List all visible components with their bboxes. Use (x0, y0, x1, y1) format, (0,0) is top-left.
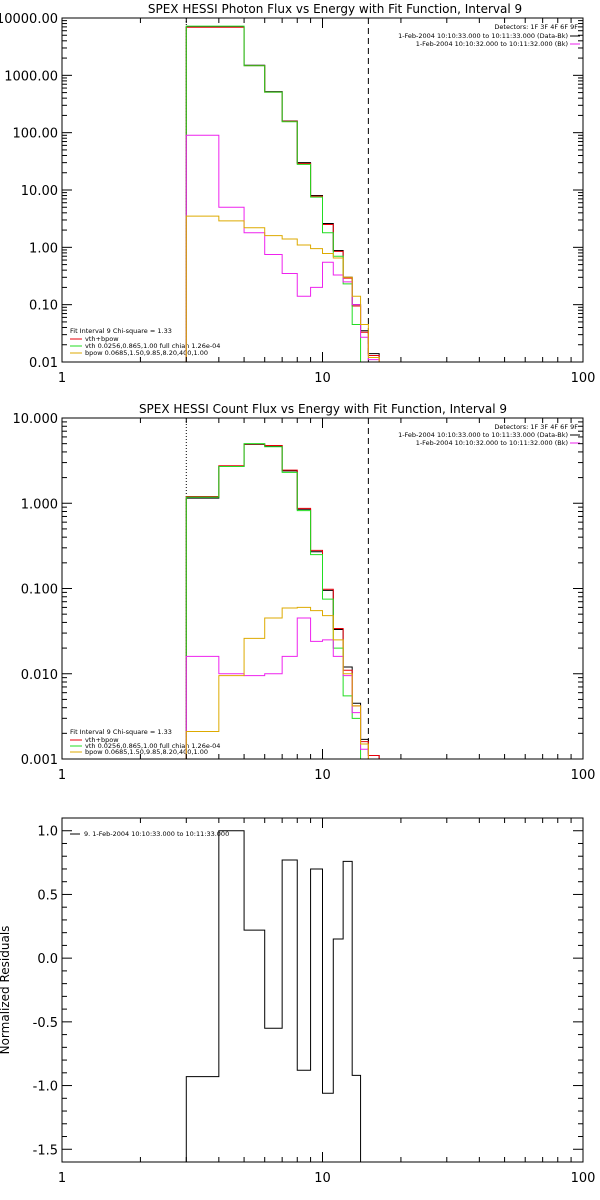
y-tick-label: 0.010 (21, 668, 58, 683)
y-tick-label: -1.0 (33, 1080, 58, 1095)
legend-top-0: 1-Feb-2004 10:10:33.000 to 10:11:33.000 … (398, 32, 568, 40)
y-tick-label: 0.0 (37, 952, 58, 967)
fit-header: Fit Interval 9 Chi-square = 1.33 (70, 327, 172, 335)
fit-header: Fit Interval 9 Chi-square = 1.33 (70, 728, 172, 736)
y-tick-label: 1.0 (37, 825, 58, 840)
x-tick-label: 1 (58, 371, 66, 386)
photon-flux-panel: SPEX HESSI Photon Flux vs Energy with Fi… (0, 2, 595, 386)
series-total-line (185, 26, 380, 362)
x-tick-label: 100 (571, 768, 596, 783)
legend-top-0: 1-Feb-2004 10:10:33.000 to 10:11:33.000 … (398, 431, 568, 439)
y-tick-label: -0.5 (33, 1016, 58, 1031)
y-tick-label: 0.01 (29, 356, 58, 371)
x-tick-label: 100 (571, 1171, 596, 1186)
series-vth-line (185, 25, 362, 362)
plot-area (185, 830, 369, 1162)
chart-title: SPEX HESSI Count Flux vs Energy with Fit… (139, 402, 507, 416)
x-tick-label: 10 (314, 1171, 331, 1186)
legend-fit-1: vth 0.0256,0.865,1.00 full chian 1.26e-0… (85, 742, 220, 750)
y-tick-label: 0.100 (21, 583, 58, 598)
series-data-line (185, 26, 380, 362)
y-tick-label: 10000.00 (0, 12, 58, 27)
y-tick-label: 10.000 (13, 412, 59, 427)
plot-area (185, 418, 380, 759)
x-tick-label: 10 (314, 768, 331, 783)
legend-top-1: 1-Feb-2004 10:10:32.000 to 10:11:32.000 … (416, 439, 568, 447)
y-tick-label: 1000.00 (4, 69, 58, 84)
legend-top-1: 1-Feb-2004 10:10:32.000 to 10:11:32.000 … (416, 40, 568, 48)
legend-fit-2: bpow 0.0685,1.50,9.85,8.20,400,1.00 (85, 349, 208, 357)
detectors-text: Detectors: 1F 3F 4F 6F 9F (494, 423, 578, 431)
count-flux-panel: SPEX HESSI Count Flux vs Energy with Fit… (13, 402, 596, 783)
y-tick-label: 10.00 (21, 184, 58, 199)
x-tick-label: 100 (571, 371, 596, 386)
legend-fit-2: bpow 0.0685,1.50,9.85,8.20,400,1.00 (85, 748, 208, 756)
series-bpow_tail-line (185, 606, 380, 759)
y-tick-label: -1.5 (33, 1143, 58, 1158)
y-tick-label: 1.000 (21, 497, 58, 512)
series-vth-line (185, 443, 362, 759)
series-data-line (185, 443, 380, 759)
y-tick-label: 0.10 (29, 299, 58, 314)
legend-fit-1: vth 0.0256,0.865,1.00 full chian 1.26e-0… (85, 342, 220, 350)
legend-fit-0: vth+bpow (85, 335, 119, 343)
x-tick-label: 1 (58, 768, 66, 783)
legend-fit-0: vth+bpow (85, 736, 119, 744)
plot-frame (61, 17, 584, 363)
x-tick-label: 1 (58, 1171, 66, 1186)
series-total-line (185, 443, 380, 759)
y-tick-label: 0.5 (37, 888, 58, 903)
detectors-text: Detectors: 1F 3F 4F 6F 9F (494, 23, 578, 31)
residuals-panel: Normalized Residuals 9. 1-Feb-2004 10:10… (0, 817, 596, 1186)
legend-top-0: 9. 1-Feb-2004 10:10:33.000 to 10:11:33.0… (84, 830, 229, 838)
series-bpow_tail-line (185, 215, 380, 362)
series-bpow-line (185, 134, 380, 362)
y-tick-label: 100.00 (13, 127, 59, 142)
series-residuals-line (185, 830, 369, 1162)
plot-area (185, 18, 380, 362)
y-axis-label: Normalized Residuals (0, 926, 12, 1055)
y-tick-label: 0.001 (21, 753, 58, 768)
chart-title: SPEX HESSI Photon Flux vs Energy with Fi… (148, 2, 522, 16)
x-tick-label: 10 (314, 371, 331, 386)
y-tick-label: 1.00 (29, 241, 58, 256)
